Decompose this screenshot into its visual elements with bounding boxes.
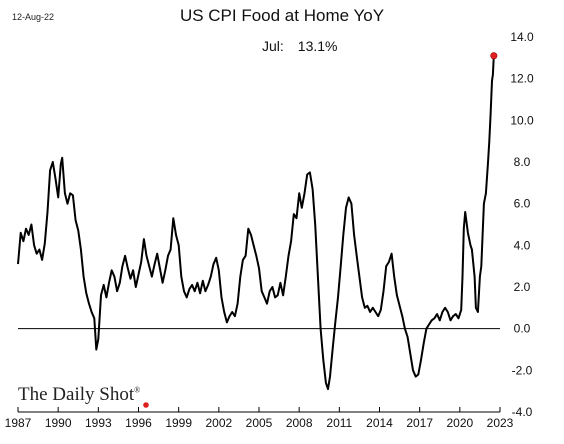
annotation-label: Jul: [262, 38, 284, 54]
x-tick-label: 1999 [165, 416, 192, 430]
x-tick-label: 1990 [45, 416, 72, 430]
x-tick-label: 1996 [125, 416, 152, 430]
x-axis: 1987 1990 1993 1996 1999 2002 2005 2008 2011 2014… [5, 407, 514, 430]
y-tick-label: 0.0 [514, 322, 531, 336]
x-tick-label: 2014 [366, 416, 393, 430]
chart-title: US CPI Food at Home YoY [179, 6, 385, 25]
x-tick-label: 1993 [85, 416, 112, 430]
y-tick-label: 8.0 [514, 155, 531, 169]
y-tick-label: -4.0 [512, 405, 533, 419]
x-tick-label: 2020 [446, 416, 473, 430]
x-tick-label: 2002 [205, 416, 232, 430]
series-layer [17, 52, 500, 408]
series-line [17, 55, 495, 391]
x-tick-label: 2005 [246, 416, 273, 430]
y-tick-label: 4.0 [514, 238, 531, 252]
x-tick-label: 2011 [326, 416, 352, 430]
x-tick-label: 2023 [487, 416, 514, 430]
annotation-value: 13.1% [297, 38, 338, 54]
y-tick-label: 14.0 [510, 30, 534, 44]
y-tick-label: -2.0 [512, 363, 533, 377]
y-tick-label: 10.0 [510, 113, 534, 127]
x-tick-label: 1987 [5, 416, 32, 430]
x-tick-label: 2008 [286, 416, 313, 430]
y-tick-label: 12.0 [510, 72, 534, 86]
x-tick-label: 2017 [406, 416, 433, 430]
y-axis: 14.0 12.0 10.0 8.0 6.0 4.0 2.0 0.0 -2.0 -4.0 [510, 30, 534, 419]
brand-dot [143, 402, 149, 408]
latest-point-marker [490, 52, 498, 60]
y-tick-label: 6.0 [514, 197, 531, 211]
brand-logo: The Daily Shot® [18, 384, 141, 405]
latest-value-annotation: Jul: 13.1% [262, 38, 338, 54]
y-tick-label: 2.0 [514, 280, 531, 294]
chart-date: 12-Aug-22 [12, 12, 55, 22]
